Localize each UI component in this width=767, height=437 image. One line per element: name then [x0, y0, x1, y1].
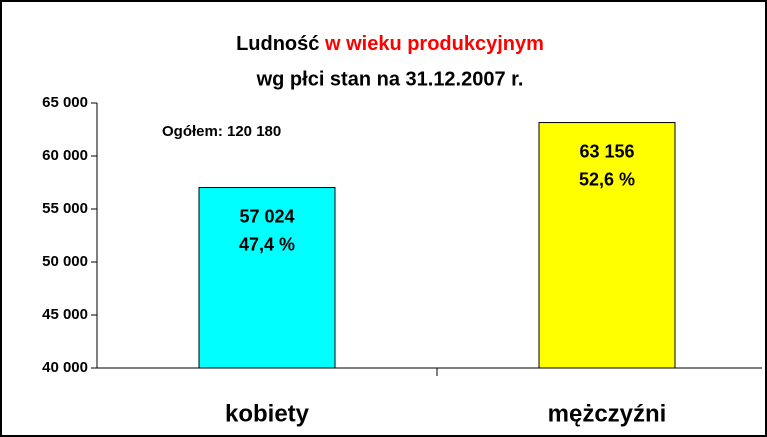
chart-subtitle: wg płci stan na 31.12.2007 r. [256, 68, 524, 90]
x-tick-label: mężczyźni [548, 400, 667, 427]
y-tick-label: 60 000 [42, 147, 88, 164]
y-tick-label: 45 000 [42, 306, 88, 323]
share-label: 47,4 % [239, 234, 295, 254]
bar [538, 122, 676, 369]
x-tick-label: kobiety [225, 400, 310, 427]
value-label: 63 156 [579, 141, 634, 161]
share-label: 52,6 % [579, 169, 635, 189]
title-highlight: w wieku produkcyjnym [324, 33, 544, 55]
annotation: Ogółem: 120 180 [162, 123, 281, 140]
y-tick-label: 55 000 [42, 200, 88, 217]
y-tick-label: 65 000 [42, 94, 88, 111]
chart-title: Ludność w wieku produkcyjnym [236, 33, 544, 55]
title-main: Ludność [236, 33, 319, 55]
value-label: 57 024 [239, 206, 294, 226]
bar [198, 187, 336, 369]
y-tick-label: 40 000 [42, 359, 88, 376]
y-tick-label: 50 000 [42, 253, 88, 270]
